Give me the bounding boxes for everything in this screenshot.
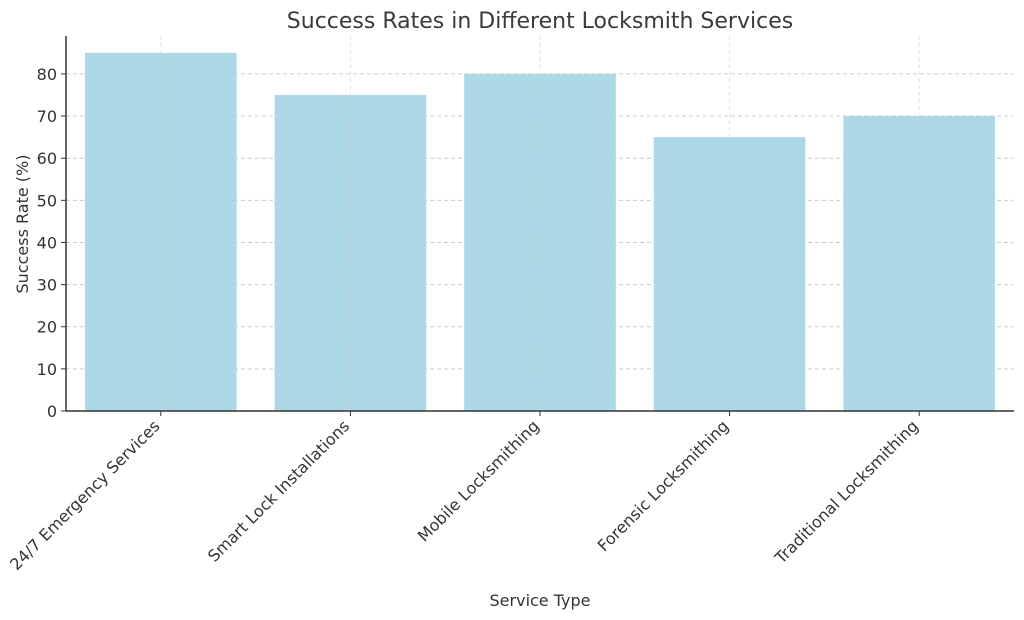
y-tick-label: 10: [37, 360, 57, 379]
x-tick-label: 24/7 Emergency Services: [6, 416, 164, 574]
x-axis-title: Service Type: [490, 591, 591, 610]
chart-title: Success Rates in Different Locksmith Ser…: [287, 9, 793, 34]
y-tick-label: 50: [37, 191, 57, 210]
y-ticks: 0 10 20 30 40 50 60 70 80: [37, 65, 66, 421]
y-tick-label: 60: [37, 149, 57, 168]
x-tick-label: Smart Lock Installations: [204, 416, 353, 565]
x-tick-label: Forensic Locksmithing: [594, 416, 733, 555]
x-tick-label: Traditional Locksmithing: [770, 416, 922, 568]
x-ticks: 24/7 Emergency Services Smart Lock Instal…: [6, 411, 922, 574]
y-tick-label: 30: [37, 276, 57, 295]
y-tick-label: 20: [37, 318, 57, 337]
y-axis-title: Success Rate (%): [13, 155, 32, 294]
y-tick-label: 80: [37, 65, 57, 84]
y-tick-label: 40: [37, 233, 57, 252]
y-tick-label: 70: [37, 107, 57, 126]
x-tick-label: Mobile Locksmithing: [414, 416, 543, 545]
y-tick-label: 0: [47, 402, 57, 421]
